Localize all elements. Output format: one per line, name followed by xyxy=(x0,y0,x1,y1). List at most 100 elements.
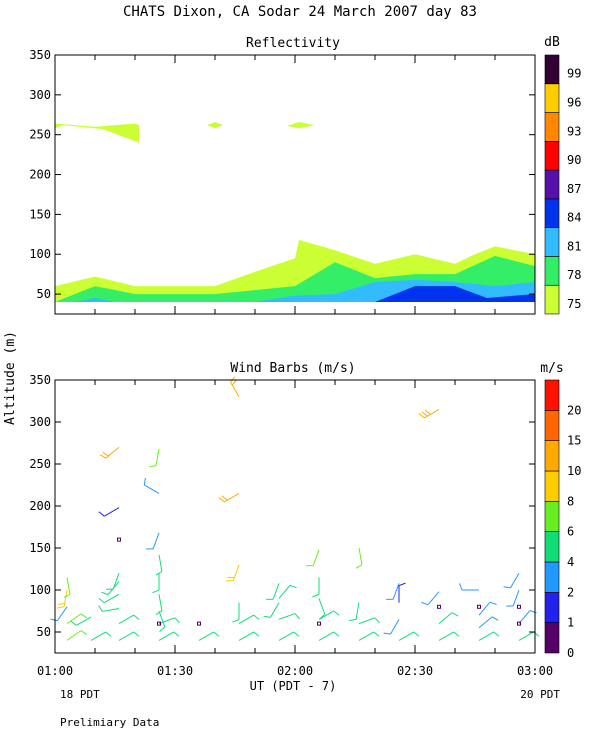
reflectivity-colorbar-cell-2 xyxy=(544,227,560,257)
reflectivity-colorbar-cell-1 xyxy=(544,256,560,286)
wind-title: Wind Barbs (m/s) xyxy=(230,361,355,376)
wind-colorbar-cell-8 xyxy=(544,379,560,411)
reflectivity-colorbar-tick-1: 78 xyxy=(567,268,581,282)
preliminary-note: Prelimiary Data xyxy=(60,716,159,729)
wind-barb xyxy=(218,492,240,503)
wind-colorbar-cell-7 xyxy=(544,410,560,441)
reflectivity-ytick-label-250: 250 xyxy=(29,128,51,142)
reflectivity-colorbar-tick-0: 75 xyxy=(567,297,581,311)
reflectivity-ytick-label-300: 300 xyxy=(29,88,51,102)
reflectivity-colorbar-cell-0 xyxy=(544,284,560,315)
wind-barb xyxy=(155,594,163,615)
reflectivity-colorbar-label: dB xyxy=(544,35,560,50)
wind-barb xyxy=(263,602,280,618)
wind-colorbar-tick-1: 1 xyxy=(567,616,574,630)
wind-barb xyxy=(312,577,320,598)
wind-barb xyxy=(158,617,180,625)
wind-barb xyxy=(70,616,92,626)
wind-barb xyxy=(358,631,380,641)
reflectivity-data xyxy=(55,121,535,303)
wind-barb xyxy=(306,549,320,567)
wind-colorbar-tick-5: 8 xyxy=(567,494,574,508)
reflectivity-ytick-label-150: 150 xyxy=(29,207,51,221)
wind-barb xyxy=(149,448,160,468)
wind-barb xyxy=(318,610,340,620)
wind-barb xyxy=(152,573,160,594)
wind-barb xyxy=(232,602,240,623)
wind-barb xyxy=(518,610,537,624)
wind-barb xyxy=(198,631,220,641)
wind-barb xyxy=(278,584,297,599)
reflectivity-ytick-label-100: 100 xyxy=(29,247,51,261)
wind-colorbar-cell-5 xyxy=(544,470,560,502)
wind-colorbar-cell-0 xyxy=(544,622,560,654)
wind-calm-marker xyxy=(197,621,201,626)
wind-colorbar-tick-3: 4 xyxy=(567,555,574,569)
wind-barb xyxy=(98,605,120,612)
wind-barb xyxy=(158,631,180,641)
reflectivity-colorbar-cell-7 xyxy=(544,83,560,113)
reflectivity-area-84 xyxy=(375,286,535,303)
wind-barb xyxy=(66,630,87,641)
wind-calm-marker xyxy=(477,604,481,609)
wind-barb xyxy=(98,507,120,517)
figure-title: CHATS Dixon, CA Sodar 24 March 2007 day … xyxy=(123,4,477,20)
wind-colorbar-cell-6 xyxy=(544,440,560,472)
wind-colorbar-cell-4 xyxy=(544,501,560,532)
reflectivity-ytick-label-200: 200 xyxy=(29,168,51,182)
reflectivity-colorbar-cell-6 xyxy=(544,112,560,142)
wind-ytick-label-200: 200 xyxy=(29,499,51,513)
wind-barb xyxy=(66,613,87,625)
wind-barb xyxy=(238,631,260,641)
reflectivity-colorbar-tick-7: 96 xyxy=(567,95,581,109)
wind-colorbar-tick-2: 2 xyxy=(567,585,574,599)
reflectivity-colorbar-cell-5 xyxy=(544,141,560,171)
wind-barb xyxy=(438,631,460,641)
reflectivity-colorbar-tick-4: 87 xyxy=(567,182,581,196)
wind-barb xyxy=(230,376,240,398)
reflectivity-colorbar-cell-3 xyxy=(544,198,560,228)
wind-barb xyxy=(57,589,68,609)
wind-barb xyxy=(518,631,540,641)
x-tick-label: 02:00 xyxy=(277,664,313,678)
wind-colorbar-tick-6: 10 xyxy=(567,464,581,478)
wind-barb xyxy=(318,598,326,620)
wind-barb xyxy=(478,601,497,616)
reflectivity-colorbar: 75 78 81 84 87 90 93 96 99 xyxy=(544,54,581,315)
wind-barb xyxy=(155,554,163,576)
reflectivity-x-ticks xyxy=(54,55,536,314)
wind-barb xyxy=(438,612,459,624)
wind-colorbar-tick-7: 15 xyxy=(567,434,581,448)
wind-barb xyxy=(383,619,400,635)
wind-barb xyxy=(90,631,112,641)
wind-barb xyxy=(478,616,499,629)
wind-colorbar-label: m/s xyxy=(540,361,563,376)
reflectivity-colorbar-cell-4 xyxy=(544,169,560,200)
y-axis-label: Altitude (m) xyxy=(3,331,18,425)
wind-barb xyxy=(63,577,71,599)
reflectivity-colorbar-tick-8: 99 xyxy=(567,67,581,81)
wind-barb xyxy=(99,446,120,459)
wind-barb xyxy=(278,631,300,641)
wind-barb xyxy=(358,617,380,625)
reflectivity-colorbar-cell-8 xyxy=(544,54,560,85)
wind-barb xyxy=(118,631,140,641)
wind-calm-marker xyxy=(317,621,321,626)
wind-barb xyxy=(226,564,240,582)
wind-colorbar-cell-2 xyxy=(544,561,560,593)
wind-ytick-label-50: 50 xyxy=(37,625,51,639)
wind-calm-marker xyxy=(157,621,161,626)
wind-calm-marker xyxy=(437,604,441,609)
reflectivity-ytick-label-50: 50 xyxy=(37,287,51,301)
wind-calm-marker xyxy=(517,604,521,609)
wind-barb xyxy=(98,593,120,604)
wind-barb xyxy=(386,583,400,600)
wind-barb xyxy=(106,573,120,590)
wind-barb xyxy=(355,547,363,569)
right-footer: 20 PDT xyxy=(520,688,560,701)
reflectivity-patch-2 xyxy=(287,121,315,129)
wind-colorbar-cell-1 xyxy=(544,592,560,623)
wind-y-ticks: 50 100 150 200 250 300 350 xyxy=(29,373,535,639)
